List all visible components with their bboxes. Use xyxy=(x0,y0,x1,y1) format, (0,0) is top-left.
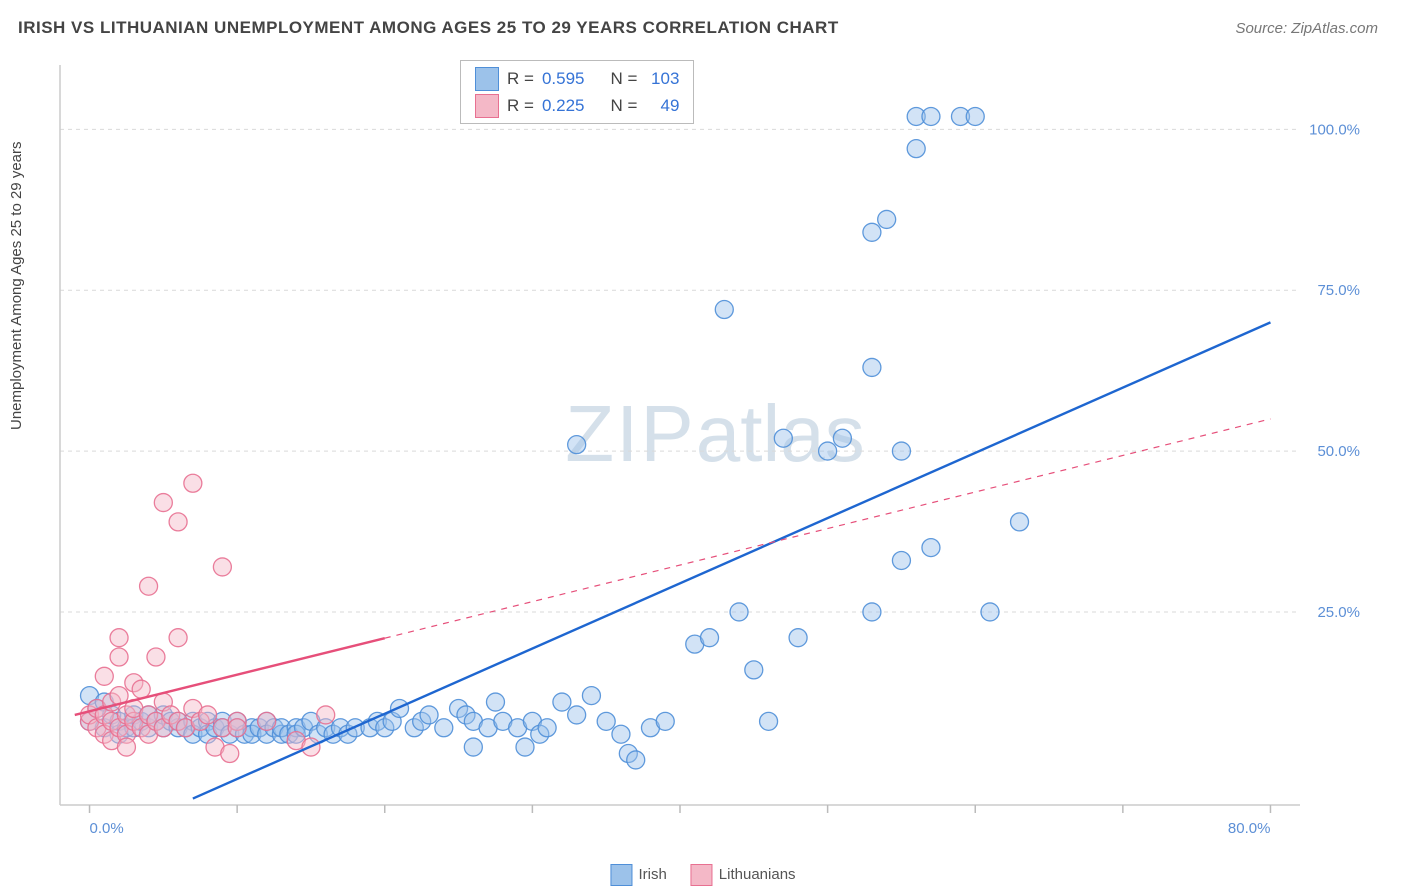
n-value: 49 xyxy=(645,92,679,119)
svg-text:75.0%: 75.0% xyxy=(1317,282,1360,299)
legend-item: Lithuanians xyxy=(691,864,796,886)
legend-swatch xyxy=(691,864,713,886)
stats-row: R = 0.225 N = 49 xyxy=(475,92,679,119)
source-credit: Source: ZipAtlas.com xyxy=(1235,20,1378,37)
svg-text:25.0%: 25.0% xyxy=(1317,604,1360,621)
n-label: N = xyxy=(610,92,637,119)
r-label: R = xyxy=(507,65,534,92)
chart-title: IRISH VS LITHUANIAN UNEMPLOYMENT AMONG A… xyxy=(18,18,839,38)
n-label: N = xyxy=(610,65,637,92)
stats-swatch xyxy=(475,67,499,91)
legend: Irish Lithuanians xyxy=(610,864,795,886)
legend-swatch xyxy=(610,864,632,886)
svg-text:100.0%: 100.0% xyxy=(1309,121,1360,138)
legend-label: Lithuanians xyxy=(719,866,796,883)
r-value: 0.595 xyxy=(542,65,585,92)
r-label: R = xyxy=(507,92,534,119)
svg-text:0.0%: 0.0% xyxy=(90,820,124,837)
stats-row: R = 0.595 N = 103 xyxy=(475,65,679,92)
chart-svg: 0.0% 80.0% 25.0% 50.0% 75.0% 100.0% xyxy=(50,55,1380,845)
legend-item: Irish xyxy=(610,864,666,886)
stats-swatch xyxy=(475,94,499,118)
y-axis-label: Unemployment Among Ages 25 to 29 years xyxy=(8,141,25,430)
n-value: 103 xyxy=(645,65,679,92)
svg-text:50.0%: 50.0% xyxy=(1317,443,1360,460)
svg-text:80.0%: 80.0% xyxy=(1228,820,1271,837)
legend-label: Irish xyxy=(638,866,666,883)
correlation-stats-box: R = 0.595 N = 103 R = 0.225 N = 49 xyxy=(460,60,694,124)
r-value: 0.225 xyxy=(542,92,585,119)
chart-plot-area: ZIPatlas 0.0%80.0%25.0%50.0%75.0%100.0% xyxy=(50,55,1380,845)
